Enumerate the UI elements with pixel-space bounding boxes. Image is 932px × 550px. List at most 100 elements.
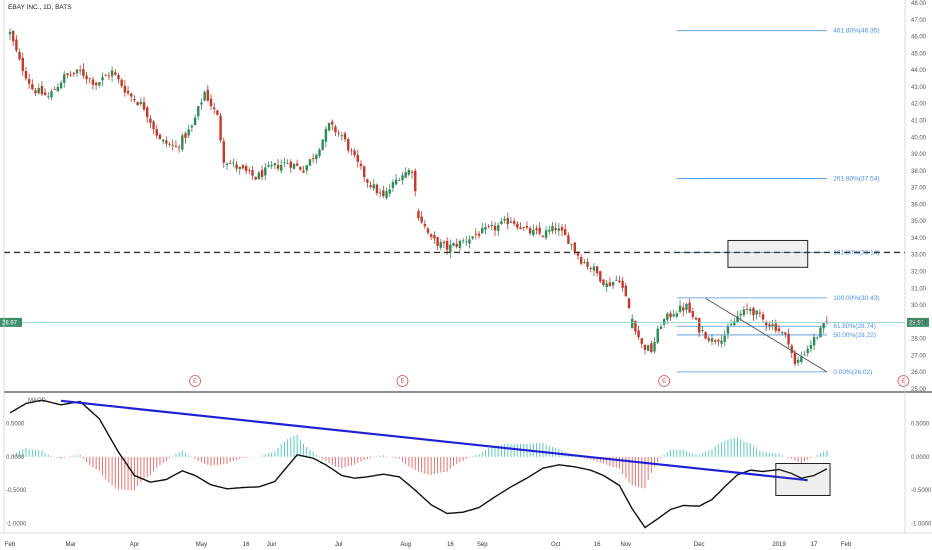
candle-body	[481, 227, 484, 234]
candle-body	[500, 221, 503, 224]
candle-body	[31, 84, 34, 90]
candle-body	[382, 190, 385, 197]
candle-body	[429, 234, 433, 237]
candle-body	[232, 162, 235, 164]
price-tick-label: 36.00	[911, 202, 927, 208]
candle-body	[63, 74, 66, 83]
candle-body	[567, 235, 570, 244]
candle-body	[347, 139, 350, 151]
candle-body	[78, 69, 82, 71]
candle-body	[85, 75, 88, 80]
price-tick-label: 44.00	[911, 68, 927, 74]
candle-body	[378, 192, 382, 194]
price-tick-label: 40.00	[911, 135, 927, 141]
candle-body	[327, 122, 331, 131]
candle-body	[819, 327, 822, 338]
candle-body	[302, 170, 305, 173]
candle-body	[717, 339, 720, 342]
candle-body	[295, 163, 299, 166]
candle-body	[816, 337, 819, 339]
candle-body	[825, 321, 829, 323]
candle-body	[184, 133, 187, 139]
candle-body	[110, 70, 114, 77]
candle-body	[525, 225, 529, 228]
candle-body	[337, 132, 340, 134]
candle-body	[627, 298, 631, 309]
candle-body	[806, 348, 809, 354]
candle-body	[579, 257, 583, 264]
candle-body	[621, 280, 624, 288]
candle-body	[755, 310, 758, 315]
price-tick-label: 41.00	[911, 118, 927, 124]
candle-body	[745, 308, 749, 310]
candle-body	[758, 312, 762, 314]
candle-body	[56, 86, 60, 92]
candle-body	[729, 324, 733, 326]
candle-body	[398, 180, 401, 181]
fib-level-label: 50.00%(28.22)	[833, 332, 876, 339]
candle-body	[318, 149, 321, 156]
price-tick-label: 45.00	[911, 51, 927, 57]
candle-body	[774, 323, 778, 331]
candle-body	[21, 57, 24, 71]
candle-body	[532, 229, 535, 236]
candle-body	[168, 143, 171, 145]
candle-body	[251, 170, 254, 176]
price-tick-label: 35.00	[911, 219, 927, 225]
candle-body	[739, 314, 742, 316]
candle-body	[535, 228, 538, 231]
candle-body	[809, 345, 813, 349]
price-tick-label: 38.00	[911, 169, 927, 175]
candle-body	[761, 314, 765, 320]
macd-tick-label: 0.5000	[911, 422, 930, 428]
candle-body	[142, 102, 146, 110]
candle-body	[752, 307, 755, 316]
x-tick-label: Dec	[694, 542, 705, 548]
candle-body	[289, 161, 292, 168]
earnings-marker	[897, 375, 910, 387]
candle-body	[615, 279, 618, 281]
x-tick-label: Oct	[551, 542, 561, 548]
candle-body	[516, 223, 519, 228]
candle-body	[420, 216, 423, 223]
candle-body	[461, 240, 465, 242]
candle-body	[548, 229, 551, 232]
candle-body	[503, 218, 506, 221]
price-tick-label: 34.00	[911, 236, 927, 242]
candle-body	[685, 303, 688, 310]
candle-body	[637, 330, 640, 337]
candle-body	[209, 98, 213, 107]
candle-body	[286, 163, 289, 165]
price-tick-label: 47.00	[911, 18, 927, 24]
candle-body	[812, 337, 816, 346]
candle-body	[768, 324, 771, 327]
candle-body	[803, 354, 806, 356]
earnings-marker	[396, 375, 409, 387]
candle-body	[375, 184, 379, 194]
candle-body	[570, 244, 573, 246]
candle-body	[40, 86, 44, 95]
candle-body	[241, 165, 245, 169]
candle-body	[343, 133, 347, 140]
candle-body	[659, 326, 663, 330]
candle-body	[407, 170, 411, 175]
candle-body	[308, 159, 312, 166]
fib-level-label: 100.00%(30.43)	[833, 295, 879, 302]
candle-body	[573, 242, 576, 252]
candle-body	[599, 271, 602, 282]
candle-body	[238, 166, 241, 170]
candle-body	[506, 217, 509, 225]
candle-body	[372, 184, 375, 189]
candle-body	[653, 342, 656, 352]
candle-body	[101, 77, 104, 81]
x-tick-label: Apr	[130, 542, 139, 548]
candle-body	[130, 93, 133, 97]
candle-body	[292, 163, 296, 169]
candle-body	[544, 230, 548, 238]
candle-body	[139, 102, 143, 105]
candle-body	[8, 31, 12, 35]
x-tick-label: Jun	[267, 542, 277, 548]
candle-body	[624, 285, 628, 297]
